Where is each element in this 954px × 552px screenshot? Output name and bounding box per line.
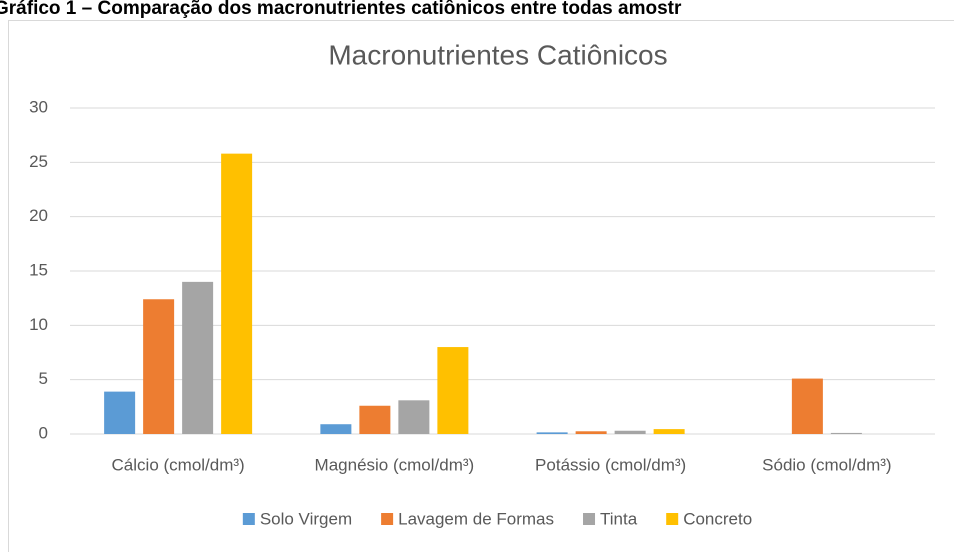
y-tick-label: 0 (39, 423, 48, 442)
y-tick-label: 10 (29, 315, 48, 334)
bar (614, 430, 646, 434)
y-tick-label: 30 (29, 97, 48, 116)
bar (359, 405, 391, 434)
legend-swatch (242, 513, 255, 525)
legend-label: Lavagem de Formas (398, 509, 554, 528)
x-tick-label: Sódio (cmol/dm³) (762, 455, 891, 474)
caption: Gráfico 1 – Comparação dos macronutrient… (0, 0, 682, 19)
x-tick-label: Cálcio (cmol/dm³) (112, 455, 245, 474)
bar (437, 347, 469, 434)
legend-swatch (666, 513, 679, 525)
y-tick-label: 20 (29, 206, 48, 225)
chart-frame (8, 20, 954, 552)
legend-label: Tinta (600, 509, 638, 528)
y-tick-label: 15 (29, 260, 48, 279)
bar (536, 432, 568, 434)
chart-title: Macronutrientes Catiônicos (328, 39, 667, 70)
bar (791, 378, 823, 434)
legend-swatch (381, 513, 394, 525)
legend-label: Solo Virgem (260, 509, 352, 528)
bar (182, 281, 214, 434)
bar (830, 432, 862, 434)
bar (653, 429, 685, 434)
bar (221, 153, 253, 434)
x-tick-label: Potássio (cmol/dm³) (535, 455, 686, 474)
bar (320, 424, 352, 434)
legend-swatch (583, 513, 596, 525)
bar (143, 299, 175, 434)
legend-label: Concreto (683, 509, 752, 528)
y-tick-label: 5 (39, 369, 48, 388)
y-tick-label: 25 (29, 152, 48, 171)
bar (104, 391, 136, 434)
bar (575, 431, 607, 434)
bar (398, 400, 430, 434)
x-tick-label: Magnésio (cmol/dm³) (315, 455, 475, 474)
